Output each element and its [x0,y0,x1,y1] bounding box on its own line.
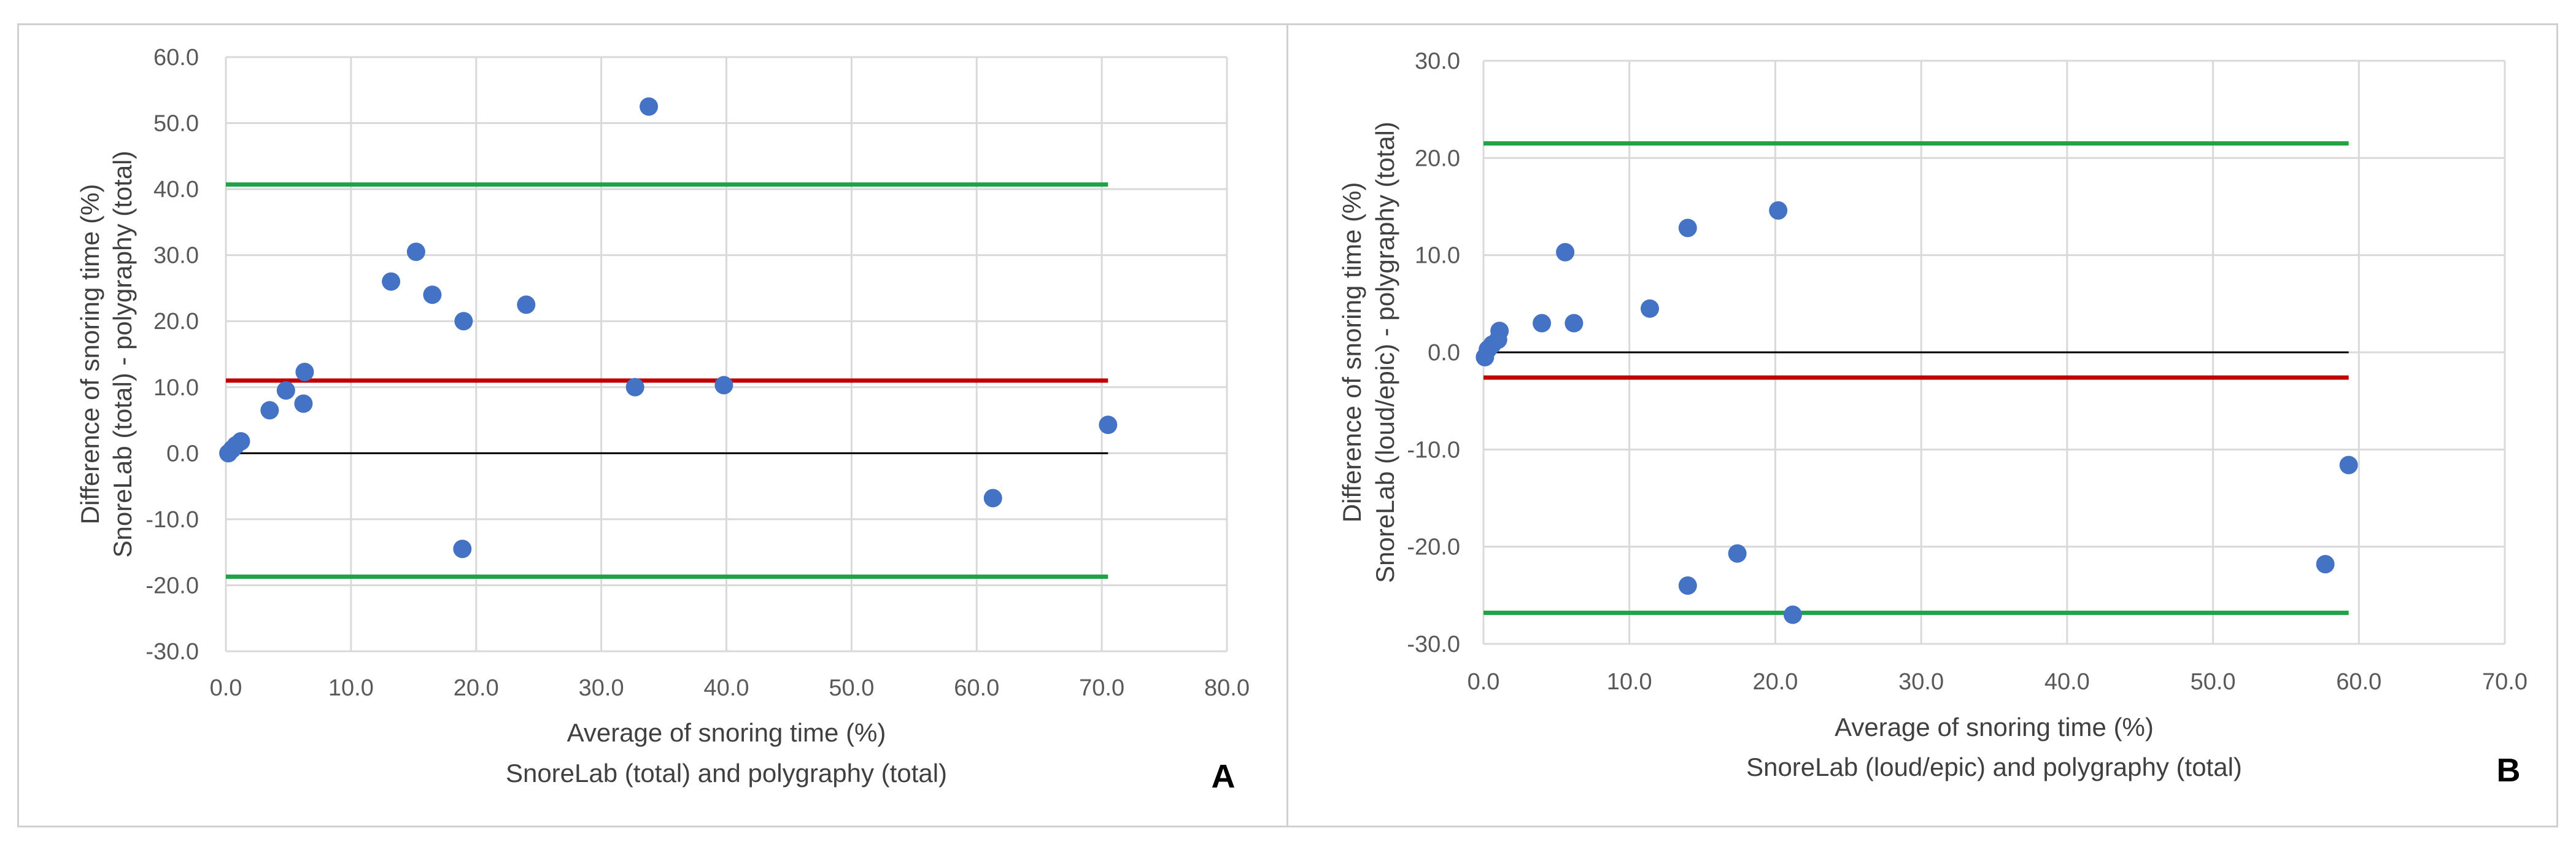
chart-a-data-point [625,377,644,397]
chart-a-data-point [260,401,279,420]
chart-a-panel-label: A [1212,758,1236,795]
chart-b-y-tick-label: 0.0 [1428,340,1460,366]
chart-b-svg: 0.0 10.0 20.0 30.0 40.0 50.0 60.0 70.0 -30.0 -20.… [1337,48,2528,789]
chart-b-points [1476,201,2358,624]
chart-a-data-point [382,272,401,291]
chart-b-data-point [2316,555,2335,574]
chart-b-y-tick-label: 20.0 [1415,145,1460,171]
chart-b-y-gridlines [1483,60,2505,645]
chart-a-y-tick-label: 10.0 [153,375,199,401]
chart-a-data-point [295,363,314,382]
chart-a-data-point [276,381,295,400]
chart-b-data-point [1769,201,1788,220]
chart-b-data-point [1533,314,1552,333]
chart-b-x-tick-label: 0.0 [1468,669,1500,695]
chart-b-x-axis-title: Average of snoring time (%) [1835,713,2154,741]
chart-a-x-tick-label: 50.0 [829,675,874,701]
chart-a-x-tick-label: 10.0 [328,675,374,701]
chart-b-x-axis-subtitle: SnoreLab (loud/epic) and polygraphy (tot… [1746,753,2242,781]
chart-b-x-tick-label: 40.0 [2044,669,2090,695]
chart-b-data-point [1565,314,1584,333]
chart-a-y-tick-label: 50.0 [153,111,199,137]
chart-panel-b: 0.0 10.0 20.0 30.0 40.0 50.0 60.0 70.0 -30.0 -20.… [1286,23,2558,827]
chart-a-data-point [714,376,733,395]
chart-a-y-tick-label: 20.0 [153,309,199,335]
chart-a-y-tick-label: -10.0 [145,507,199,533]
chart-b-data-point [1490,322,1509,341]
chart-a-x-tick-label: 0.0 [210,675,242,701]
chart-a-y-tick-label: 40.0 [153,177,199,203]
chart-b-x-tick-label: 20.0 [1752,669,1798,695]
chart-a-data-point [406,242,425,261]
chart-a-y-axis-subtitle: SnoreLab (total) - polygraphy (total) [108,151,137,558]
chart-a-points [219,97,1118,559]
chart-b-x-tick-label: 10.0 [1607,669,1652,695]
chart-b-y-axis-subtitle: SnoreLab (loud/epic) - polygraphy (total… [1371,122,1399,583]
chart-a-x-tick-label: 40.0 [704,675,749,701]
chart-a-x-tick-label: 70.0 [1079,675,1124,701]
chart-b-data-point [1640,299,1659,318]
chart-b-y-tick-label: 30.0 [1415,48,1460,74]
chart-b-panel-label: B [2497,752,2521,789]
chart-b-y-tick-label: -10.0 [1407,437,1460,463]
chart-a-x-axis-title: Average of snoring time (%) [567,718,886,747]
chart-b-x-tick-label: 70.0 [2482,669,2528,695]
chart-a-x-tick-label: 80.0 [1204,675,1250,701]
chart-a-data-point [517,295,536,314]
chart-b-data-point [1678,576,1697,595]
chart-a-x-tick-label: 60.0 [954,675,999,701]
chart-a-data-point [231,432,250,451]
chart-a-x-axis-subtitle: SnoreLab (total) and polygraphy (total) [506,759,947,788]
chart-b-data-point [1556,242,1575,261]
chart-b-y-tick-label: -20.0 [1407,535,1460,560]
chart-a-x-tick-label: 30.0 [579,675,624,701]
chart-a-x-gridlines [225,57,1228,651]
chart-b-y-tick-label: -30.0 [1407,632,1460,657]
chart-b-data-point [1728,544,1747,563]
chart-panel-a: 0.0 10.0 20.0 30.0 40.0 50.0 60.0 70.0 80.0 -30.0… [17,23,1289,827]
chart-b-y-axis-title: Difference of snoring time (%) [1337,182,1366,523]
chart-b-data-point [2339,455,2358,474]
chart-b-x-tick-label: 50.0 [2191,669,2236,695]
chart-a-data-point [294,394,313,413]
chart-a-svg: 0.0 10.0 20.0 30.0 40.0 50.0 60.0 70.0 80.0 -30.0… [75,45,1250,795]
chart-a-y-tick-label: 60.0 [153,45,199,71]
chart-b-y-tick-label: 10.0 [1415,243,1460,269]
chart-b-x-tick-label: 30.0 [1898,669,1944,695]
chart-a-data-point [423,285,442,304]
chart-b-x-tick-label: 60.0 [2336,669,2381,695]
chart-a-data-point [454,312,473,331]
chart-b-data-point [1678,219,1697,238]
chart-a-x-tick-label: 20.0 [454,675,499,701]
chart-a-data-point [640,97,659,116]
chart-a-y-tick-label: 0.0 [166,441,199,467]
chart-b-data-point [1783,605,1802,624]
chart-a-y-axis-title: Difference of snoring time (%) [75,184,104,525]
chart-a-data-point [1099,416,1118,435]
chart-a-y-tick-label: -30.0 [145,639,199,665]
chart-a-y-tick-label: -20.0 [145,573,199,598]
chart-a-data-point [453,540,472,559]
chart-a-data-point [983,489,1002,508]
chart-a-y-tick-label: 30.0 [153,243,199,269]
